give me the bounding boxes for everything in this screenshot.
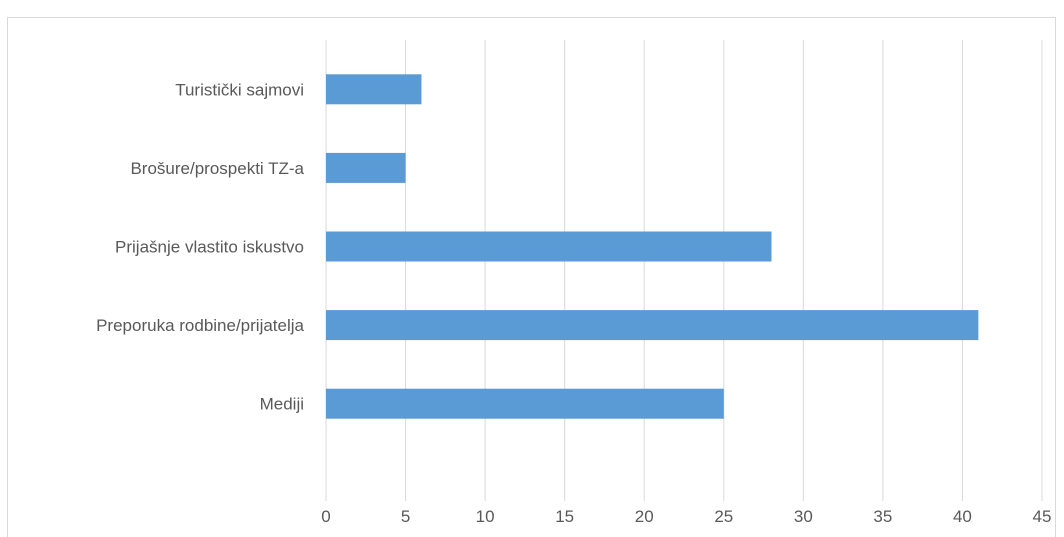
x-tick-label: 15: [555, 507, 574, 526]
x-tick-label: 40: [953, 507, 972, 526]
bar: [326, 388, 724, 419]
category-label: Mediji: [260, 395, 304, 414]
x-tick-label: 20: [635, 507, 654, 526]
bar: [326, 152, 406, 183]
category-label: Prijašnje vlastito iskustvo: [115, 238, 304, 257]
category-label: Preporuka rodbine/prijatelja: [96, 316, 304, 335]
bar: [326, 310, 979, 341]
gridlines: [325, 40, 1043, 501]
x-tick-label: 45: [1033, 507, 1052, 526]
x-tick-label: 30: [794, 507, 813, 526]
chart-area: [7, 17, 1056, 537]
category-label: Brošure/prospekti TZ-a: [130, 159, 304, 178]
category-labels: Turistički sajmovi Brošure/prospekti TZ-a…: [96, 80, 304, 413]
x-tick-labels: 0 5 10 15 20 25 30 35 40 45: [321, 507, 1051, 526]
x-tick-label: 10: [476, 507, 495, 526]
x-tick-label: 0: [321, 507, 330, 526]
x-tick-label: 35: [873, 507, 892, 526]
bar: [326, 231, 772, 262]
x-tick-label: 25: [714, 507, 733, 526]
x-tick-label: 5: [401, 507, 410, 526]
category-label: Turistički sajmovi: [175, 80, 304, 99]
bar: [326, 74, 422, 105]
bars: [326, 74, 979, 419]
